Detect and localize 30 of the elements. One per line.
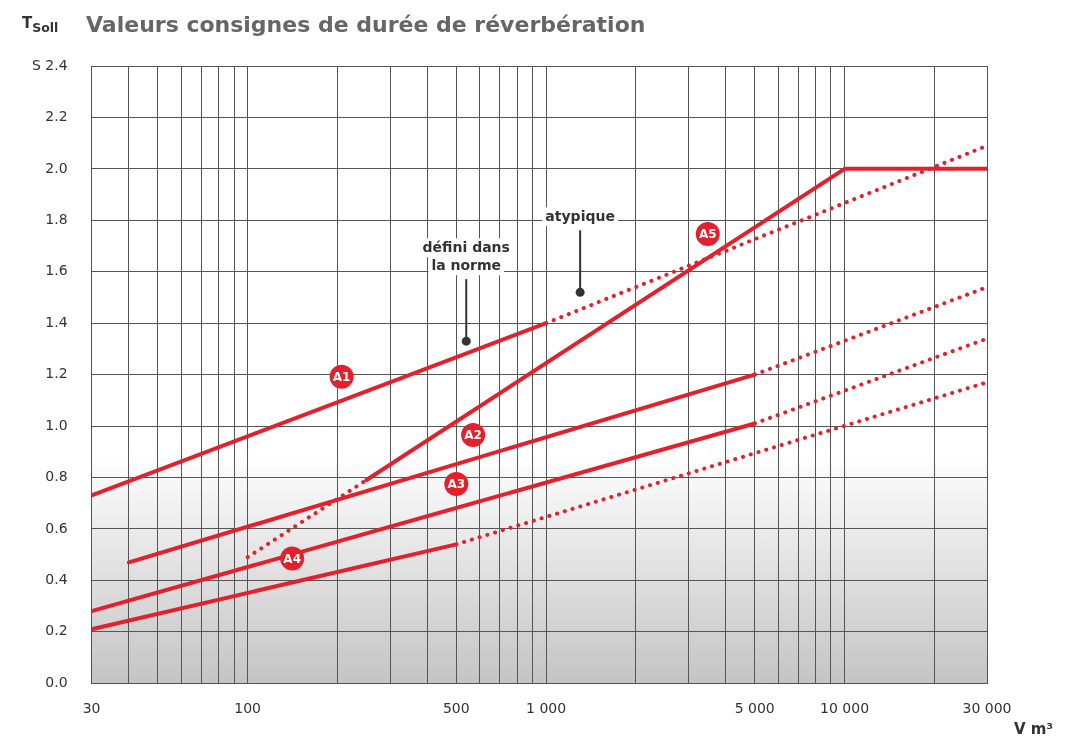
y-tick-label: 1.6 <box>45 262 68 279</box>
x-tick-label: 1 000 <box>526 700 567 717</box>
y-tick-label: 1.8 <box>45 210 68 227</box>
y-tick-label: 1.0 <box>45 416 68 433</box>
y-axis-title: T$_{Soll}$ <box>22 14 59 35</box>
series-label: A1 <box>332 369 351 384</box>
series-label: A5 <box>698 227 717 242</box>
y-tick-label: 0.2 <box>45 622 68 639</box>
x-axis-title: V m³ <box>1013 720 1053 738</box>
x-tick-label: 30 000 <box>962 700 1012 717</box>
y-tick-label: 0.6 <box>45 519 68 536</box>
series-label: A4 <box>283 551 301 566</box>
x-tick-label: 5 000 <box>734 700 775 717</box>
y-tick-label: 1.2 <box>45 365 68 382</box>
x-tick-label: 100 <box>234 700 262 717</box>
annotation: atypique <box>545 207 615 224</box>
y-tick-label: 0.8 <box>45 468 68 485</box>
y-tick-label: 0.0 <box>45 673 68 690</box>
x-tick-label: 10 000 <box>820 700 870 717</box>
x-tick-label: 500 <box>442 700 470 717</box>
y-tick-label: S 2.4 <box>31 56 68 73</box>
y-tick-label: 2.2 <box>45 108 68 125</box>
series-label: A3 <box>447 477 466 492</box>
series-label: A2 <box>464 428 482 443</box>
annotation: défini dans la norme <box>422 238 510 273</box>
y-tick-label: 0.4 <box>45 570 68 587</box>
y-tick-label: 1.4 <box>45 313 68 330</box>
chart-title: Valeurs consignes de durée de réverbération <box>86 12 646 37</box>
x-tick-label: 30 <box>82 700 101 717</box>
y-tick-label: 2.0 <box>45 159 68 176</box>
